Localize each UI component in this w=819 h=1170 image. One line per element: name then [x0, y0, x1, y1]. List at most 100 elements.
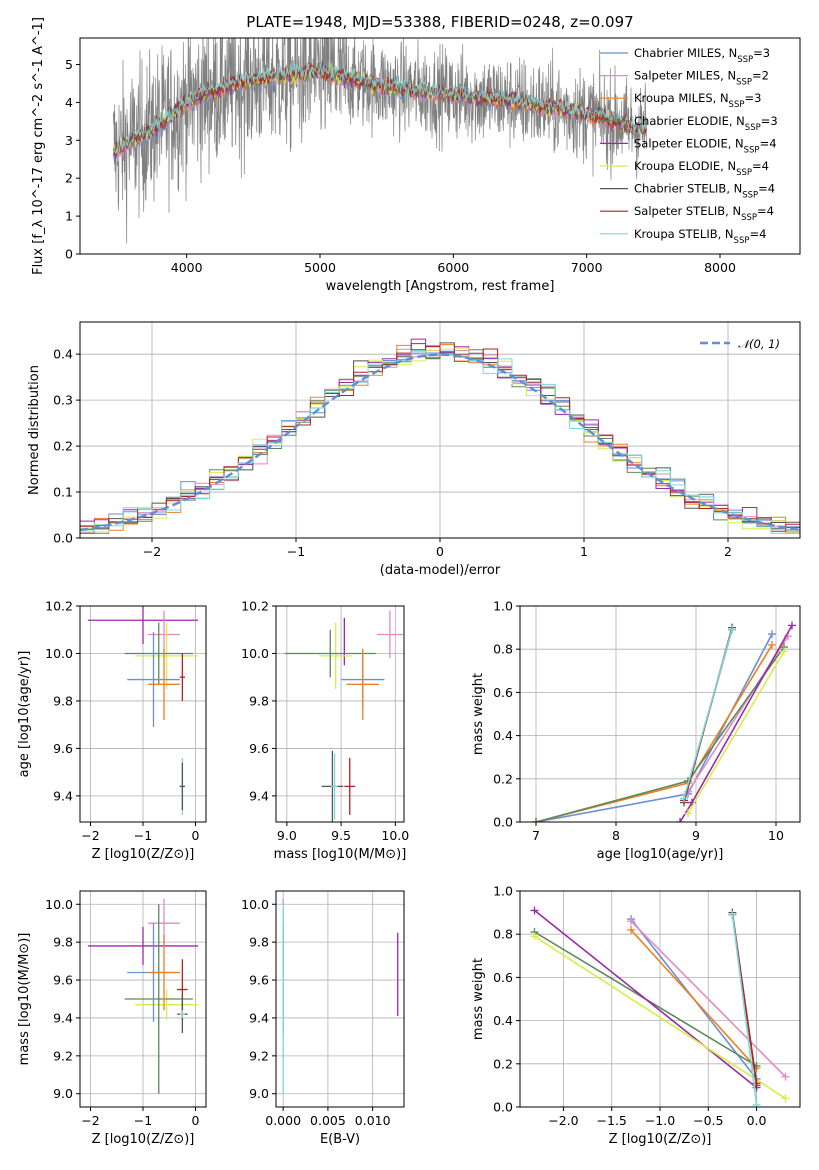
axes-frame — [79, 605, 207, 823]
y-tick-label: 0.3 — [53, 393, 73, 408]
x-tick-label: −1 — [134, 828, 152, 843]
x-tick-label: −2 — [81, 828, 99, 843]
x-tick-label: 2 — [724, 544, 732, 559]
y-tick-label: 0.6 — [493, 970, 513, 985]
marker-kroupa-miles — [627, 925, 636, 934]
y-tick-label: 10.2 — [241, 599, 269, 614]
y-tick-label: 0.4 — [53, 347, 73, 362]
y-tick-label: 0.4 — [493, 728, 513, 743]
y-tick-label: 10.2 — [45, 599, 73, 614]
legend-entry: Chabrier ELODIE, NSSP=3 — [634, 114, 778, 133]
x-tick-label: −1.0 — [645, 1113, 675, 1128]
plot-area — [87, 898, 199, 1094]
model-line-salpeter-stelib — [112, 62, 647, 152]
spectrum-legend: Chabrier MILES, NSSP=3 Salpeter MILES, NS… — [600, 46, 778, 246]
y-tick-label: 9.4 — [249, 788, 269, 803]
y-axis-label: mass weight — [471, 958, 486, 1040]
marker-kroupa-stelib — [728, 910, 737, 919]
x-tick-label: 4000 — [171, 260, 203, 275]
x-tick-label: −0.5 — [693, 1113, 723, 1128]
legend-entry: 𝒩(0, 1) — [738, 337, 780, 351]
panel-massweight-vs-Z: −2.0 −1.5 −1.0 −0.5 0.0 0.0 0.2 0.4 0.6 0.8 1.0 Z [… — [471, 884, 801, 1147]
y-tick-label: 0.0 — [493, 815, 513, 830]
histogram-kroupa-stelib — [80, 350, 800, 534]
marker-salpeter-elodie — [788, 621, 796, 630]
y-tick-label: 2 — [65, 171, 73, 186]
x-axis-label: Z [log10(Z/Z⊙)] — [92, 1132, 195, 1147]
x-tick-label: 0.010 — [355, 1113, 391, 1128]
y-tick-label: 10.0 — [241, 897, 269, 912]
y-tick-label: 0.4 — [493, 1013, 513, 1028]
y-tick-label: 0.1 — [53, 485, 73, 500]
y-tick-label: 9.0 — [53, 1086, 73, 1101]
y-tick-label: 10.0 — [241, 646, 269, 661]
y-tick-label: 9.6 — [249, 741, 269, 756]
marker-kroupa-elodie — [781, 1094, 790, 1103]
x-tick-label: −2 — [81, 1113, 99, 1128]
panel-massweight-vs-age: 7 8 9 10 0.0 0.2 0.4 0.6 0.8 1.0 age [log10(age/yr… — [471, 599, 801, 862]
y-tick-label: 0.8 — [493, 642, 513, 657]
panel-age-vs-mass: 9.0 9.5 10.0 9.4 9.6 9.8 10.0 10.2 mass [log10(M… — [241, 599, 409, 863]
y-tick-label: 0.2 — [493, 1056, 513, 1071]
x-tick-label: 1 — [580, 544, 588, 559]
marker-kroupa-elodie — [780, 647, 788, 656]
model-line-kroupa-stelib — [112, 60, 647, 155]
x-tick-label: 10 — [768, 828, 784, 843]
axes-frame — [79, 890, 207, 1108]
marker-kroupa-elodie — [684, 809, 692, 818]
line-kroupa-elodie — [687, 650, 785, 814]
x-tick-label: 0.000 — [265, 1113, 301, 1128]
y-tick-label: 0 — [65, 247, 73, 262]
y-tick-label: 9.4 — [249, 1010, 269, 1025]
y-tick-label: 4 — [65, 95, 73, 110]
line-salpeter-elodie — [534, 909, 758, 1089]
y-tick-label: 0.2 — [53, 439, 73, 454]
x-tick-label: 6000 — [437, 260, 469, 275]
legend-entry: Chabrier MILES, NSSP=3 — [634, 46, 770, 65]
y-tick-label: 10.0 — [45, 897, 73, 912]
y-tick-label: 3 — [65, 133, 73, 148]
y-tick-label: 1.0 — [493, 599, 513, 614]
y-tick-label: 9.0 — [249, 1086, 269, 1101]
marker-chabrier-elodie — [532, 818, 540, 822]
y-tick-label: 0.2 — [493, 771, 513, 786]
legend-entry: Salpeter STELIB, NSSP=4 — [634, 204, 774, 223]
marker-salpeter-miles — [627, 917, 636, 926]
marker-salpeter-elodie — [530, 906, 539, 915]
marker-chabrier-miles — [768, 630, 776, 639]
marker-kroupa-stelib — [728, 625, 736, 634]
line-kroupa-elodie — [534, 935, 786, 1100]
x-tick-label: −1 — [287, 544, 305, 559]
legend-entry: Chabrier STELIB, NSSP=4 — [634, 182, 775, 201]
x-tick-label: 8000 — [704, 260, 736, 275]
x-axis-label: (data-model)/error — [380, 563, 501, 578]
y-tick-label: 0.8 — [493, 927, 513, 942]
axes-frame — [79, 37, 801, 255]
y-axis-label: Normed distribution — [27, 365, 42, 495]
y-tick-label: 9.8 — [53, 693, 73, 708]
residuals-legend: 𝒩(0, 1) — [700, 337, 780, 351]
axes-frame — [275, 605, 405, 823]
axes-frame — [519, 605, 801, 823]
y-tick-label: 9.2 — [249, 1048, 269, 1063]
legend-entry: Kroupa ELODIE, NSSP=4 — [634, 159, 769, 178]
x-tick-label: 5000 — [304, 260, 336, 275]
line-kroupa-stelib — [683, 629, 733, 799]
legend-entry: Kroupa STELIB, NSSP=4 — [634, 227, 766, 246]
y-axis-label: age [log10(age/yr)] — [17, 651, 32, 778]
x-tick-label: 9.0 — [277, 828, 297, 843]
x-tick-label: 0.0 — [747, 1113, 767, 1128]
y-tick-label: 10.0 — [45, 646, 73, 661]
x-tick-label: 0 — [436, 544, 444, 559]
y-tick-label: 9.8 — [249, 935, 269, 950]
x-tick-label: −2.0 — [548, 1113, 578, 1128]
x-tick-label: 7 — [532, 828, 540, 843]
plot-area — [530, 906, 790, 1107]
axes-frame — [275, 890, 405, 1108]
figure-title: PLATE=1948, MJD=53388, FIBERID=0248, z=0… — [246, 13, 633, 31]
marker-kroupa-stelib — [752, 1100, 761, 1107]
axes-frame — [519, 890, 801, 1108]
y-tick-label: 9.6 — [249, 973, 269, 988]
